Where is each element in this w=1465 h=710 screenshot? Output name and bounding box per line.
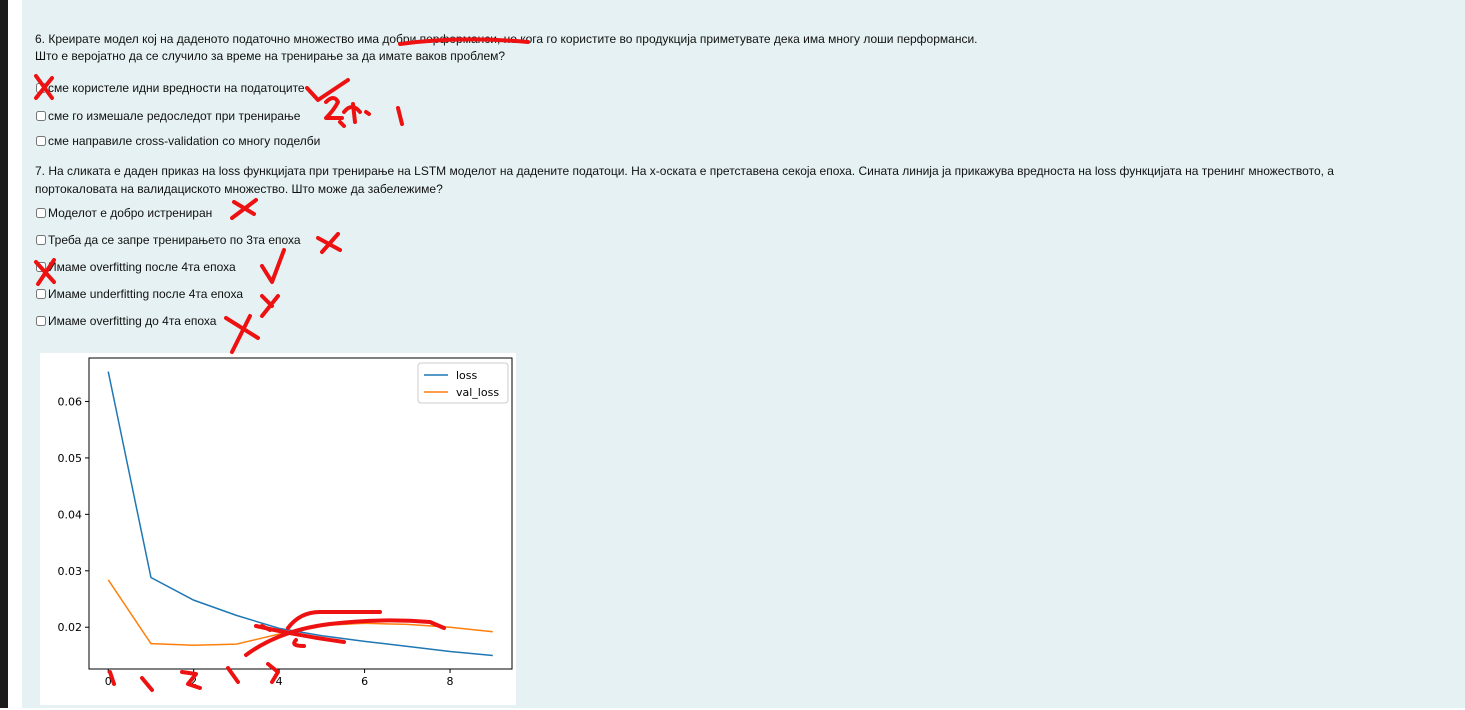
x-tick-label: 0 [105, 675, 112, 688]
q7-option-4-label: Имаме underfitting после 4та епоха [48, 287, 243, 301]
q7-option-1[interactable]: Моделот е добро истрениран [36, 205, 212, 221]
loss-chart-image: 0 2 4 6 8 0.02 0.03 0.04 0.05 0.06 loss val_loss [40, 353, 516, 705]
x-tick-label: 8 [447, 675, 454, 688]
q7-option-2-checkbox[interactable] [36, 235, 46, 245]
y-tick-label: 0.04 [58, 508, 83, 521]
q6-option-2-checkbox[interactable] [36, 111, 46, 121]
legend-label-loss: loss [456, 369, 478, 382]
q6-option-2[interactable]: сме го измешале редоследот при тренирање [36, 108, 300, 124]
q6-option-1-checkbox[interactable] [36, 83, 46, 93]
q6-option-1[interactable]: сме користеле идни вредности на податоци… [36, 80, 305, 96]
q7-option-5-checkbox[interactable] [36, 316, 46, 326]
q7-option-2[interactable]: Треба да се запре тренирањето по 3та епо… [36, 232, 301, 248]
q7-option-5-label: Имаме overfitting до 4та епоха [48, 314, 217, 328]
series-line-val_loss [107, 579, 493, 647]
x-tick-label: 2 [190, 675, 197, 688]
q7-option-2-label: Треба да се запре тренирањето по 3та епо… [48, 233, 301, 247]
y-tick-label: 0.03 [58, 565, 83, 578]
x-tick-label: 6 [361, 675, 368, 688]
question-7-subtext: портокаловата на валидациското множество… [35, 182, 443, 196]
question-6-text: 6. Креирате модел кој на даденото подато… [35, 32, 978, 46]
q7-option-3[interactable]: Имаме overfitting после 4та епоха [36, 259, 236, 275]
series-line-loss [107, 371, 493, 657]
q6-option-3-label: сме направиле cross-validation со многу … [48, 134, 321, 148]
q7-option-4[interactable]: Имаме underfitting после 4та епоха [36, 286, 243, 302]
y-tick-label: 0.05 [58, 452, 83, 465]
q7-option-3-label: Имаме overfitting после 4та епоха [48, 260, 236, 274]
q7-option-4-checkbox[interactable] [36, 289, 46, 299]
y-tick-label: 0.02 [58, 621, 83, 634]
q7-option-5[interactable]: Имаме overfitting до 4та епоха [36, 313, 216, 329]
x-tick-label: 4 [276, 675, 283, 688]
q6-option-3[interactable]: сме направиле cross-validation со многу … [36, 133, 320, 149]
legend-label-val_loss: val_loss [456, 386, 499, 399]
question-6-subtext: Што е веројатно да се случило за време н… [35, 49, 506, 63]
plot-frame [88, 357, 513, 670]
q7-option-1-checkbox[interactable] [36, 208, 46, 218]
question-7-text: 7. На сликата е даден приказ на loss фун… [35, 164, 1334, 178]
window-edge [0, 0, 8, 708]
legend-box [417, 362, 509, 404]
y-tick-label: 0.06 [58, 395, 83, 408]
q7-option-3-checkbox[interactable] [36, 262, 46, 272]
q6-option-1-label: сме користеле идни вредности на податоци… [48, 81, 305, 95]
q6-option-3-checkbox[interactable] [36, 136, 46, 146]
q7-option-1-label: Моделот е добро истрениран [48, 206, 213, 220]
loss-chart: 0 2 4 6 8 0.02 0.03 0.04 0.05 0.06 loss val_loss [58, 357, 513, 688]
q6-option-2-label: сме го измешале редоследот при тренирање [48, 109, 301, 123]
